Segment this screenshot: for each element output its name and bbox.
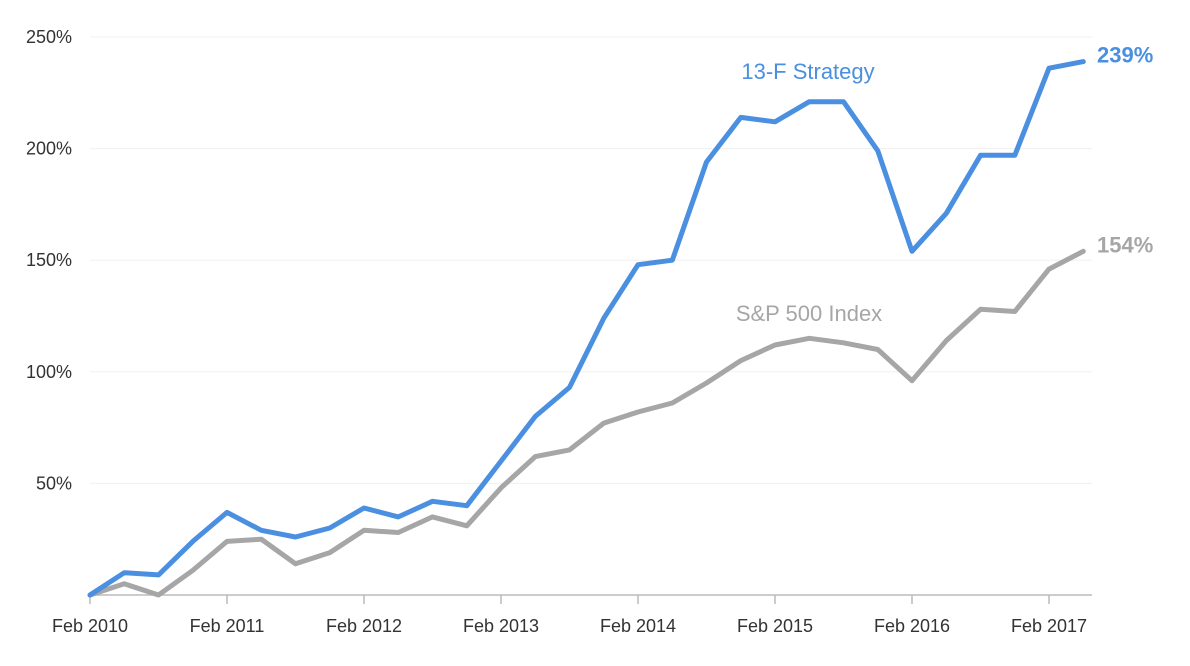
index-end-value-label: 154% (1097, 232, 1153, 257)
series (87, 59, 1086, 598)
index-series-line (87, 248, 1086, 598)
strategy-end-value-label: 239% (1097, 43, 1153, 68)
index-series-name: S&P 500 Index (736, 301, 882, 326)
x-tick-label: Feb 2016 (874, 616, 950, 636)
x-tick-label: Feb 2012 (326, 616, 402, 636)
x-tick-label: Feb 2010 (52, 616, 128, 636)
strategy-series-name: 13-F Strategy (741, 59, 874, 84)
x-tick-label: Feb 2013 (463, 616, 539, 636)
y-tick-label: 50% (36, 473, 72, 493)
labels: 13-F Strategy S&P 500 Index 239% 154% (736, 43, 1153, 326)
x-tick-label: Feb 2015 (737, 616, 813, 636)
axes: 50% 100% 150% 200% 250% Feb 2010 Feb 2011 Feb 2… (26, 27, 1092, 636)
y-tick-label: 200% (26, 139, 72, 159)
strategy-series-line (87, 59, 1086, 598)
grid-lines (90, 36, 1092, 484)
y-tick-label: 150% (26, 250, 72, 270)
x-tick-label: Feb 2017 (1011, 616, 1087, 636)
x-tick-label: Feb 2014 (600, 616, 676, 636)
y-tick-label: 100% (26, 362, 72, 382)
x-tick-label: Feb 2011 (190, 616, 265, 636)
y-tick-label: 250% (26, 27, 72, 47)
